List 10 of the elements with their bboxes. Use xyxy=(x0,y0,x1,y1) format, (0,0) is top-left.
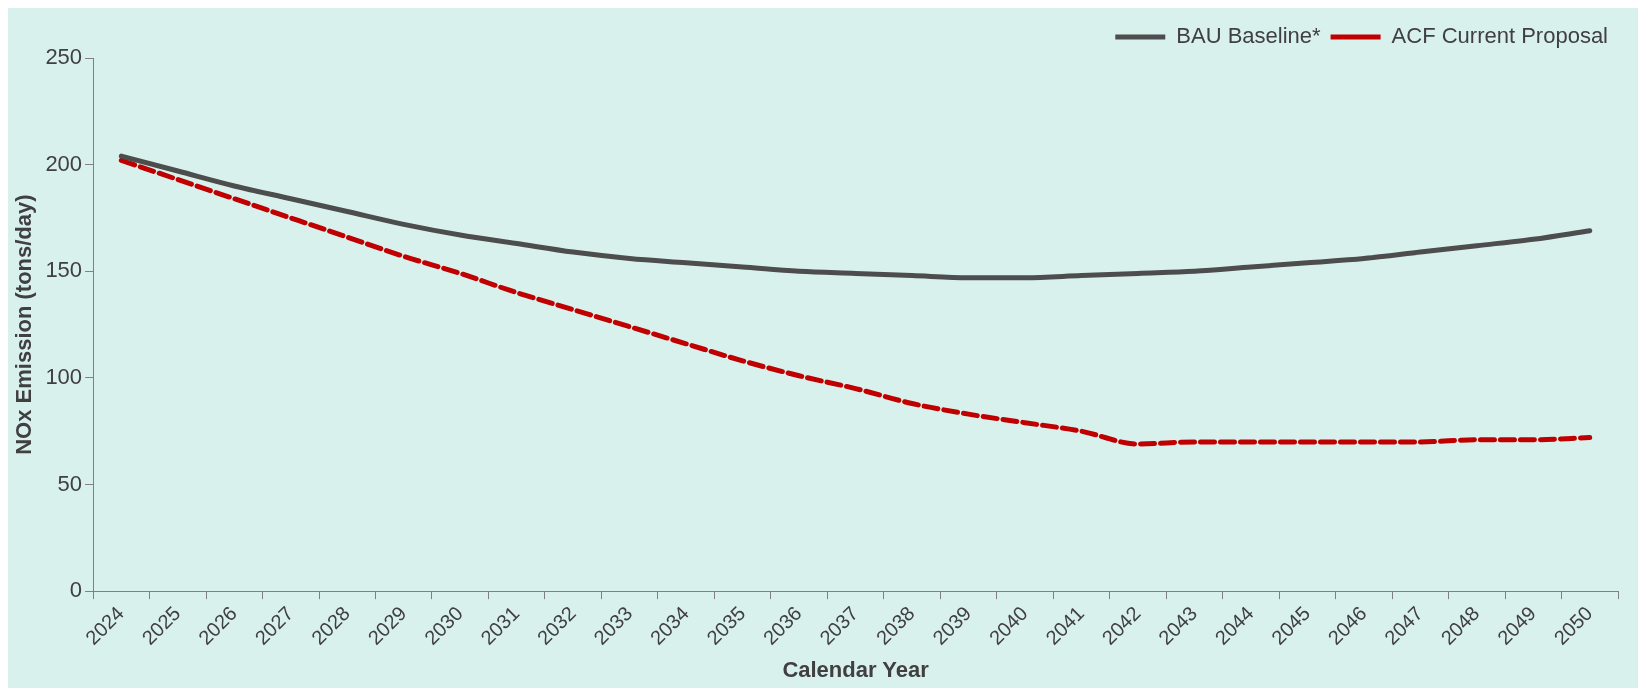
y-tick-label: 250 xyxy=(45,44,83,70)
y-tick-label: 100 xyxy=(45,363,83,389)
y-tick-label: 0 xyxy=(69,577,83,603)
legend-label: BAU Baseline* xyxy=(1176,23,1322,49)
y-axis-title: NOx Emission (tons/day) xyxy=(11,194,37,455)
y-tick-label: 50 xyxy=(57,470,83,496)
legend-label: ACF Current Proposal xyxy=(1391,23,1609,49)
y-tick-label: 200 xyxy=(45,150,83,176)
x-axis-title: Calendar Year xyxy=(782,656,930,682)
y-tick-label: 150 xyxy=(45,257,83,283)
